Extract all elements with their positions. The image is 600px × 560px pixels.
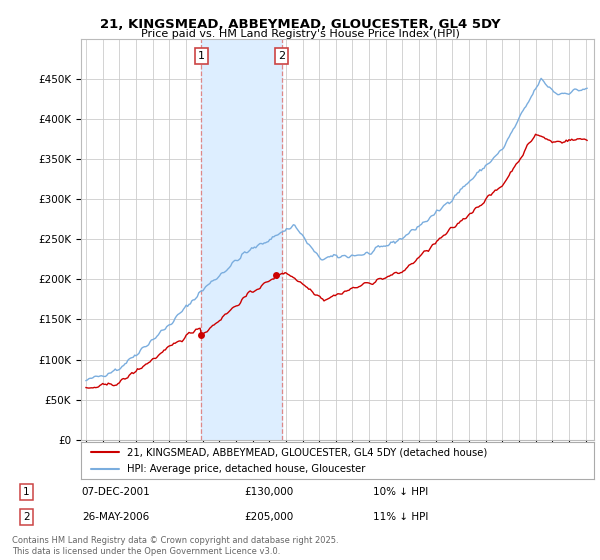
Text: 1: 1 <box>23 487 30 497</box>
Text: 2: 2 <box>278 51 285 61</box>
Text: £205,000: £205,000 <box>245 512 294 522</box>
Text: HPI: Average price, detached house, Gloucester: HPI: Average price, detached house, Glou… <box>127 464 365 474</box>
Text: 21, KINGSMEAD, ABBEYMEAD, GLOUCESTER, GL4 5DY (detached house): 21, KINGSMEAD, ABBEYMEAD, GLOUCESTER, GL… <box>127 447 487 457</box>
Text: 07-DEC-2001: 07-DEC-2001 <box>82 487 151 497</box>
Text: Contains HM Land Registry data © Crown copyright and database right 2025.
This d: Contains HM Land Registry data © Crown c… <box>12 536 338 556</box>
Text: Price paid vs. HM Land Registry's House Price Index (HPI): Price paid vs. HM Land Registry's House … <box>140 29 460 39</box>
Text: 11% ↓ HPI: 11% ↓ HPI <box>373 512 428 522</box>
Text: £130,000: £130,000 <box>245 487 294 497</box>
Text: 10% ↓ HPI: 10% ↓ HPI <box>373 487 428 497</box>
Text: 21, KINGSMEAD, ABBEYMEAD, GLOUCESTER, GL4 5DY: 21, KINGSMEAD, ABBEYMEAD, GLOUCESTER, GL… <box>100 18 500 31</box>
Bar <box>201 39 282 440</box>
Text: 1: 1 <box>198 51 205 61</box>
Text: 2: 2 <box>23 512 30 522</box>
Text: 26-MAY-2006: 26-MAY-2006 <box>82 512 149 522</box>
